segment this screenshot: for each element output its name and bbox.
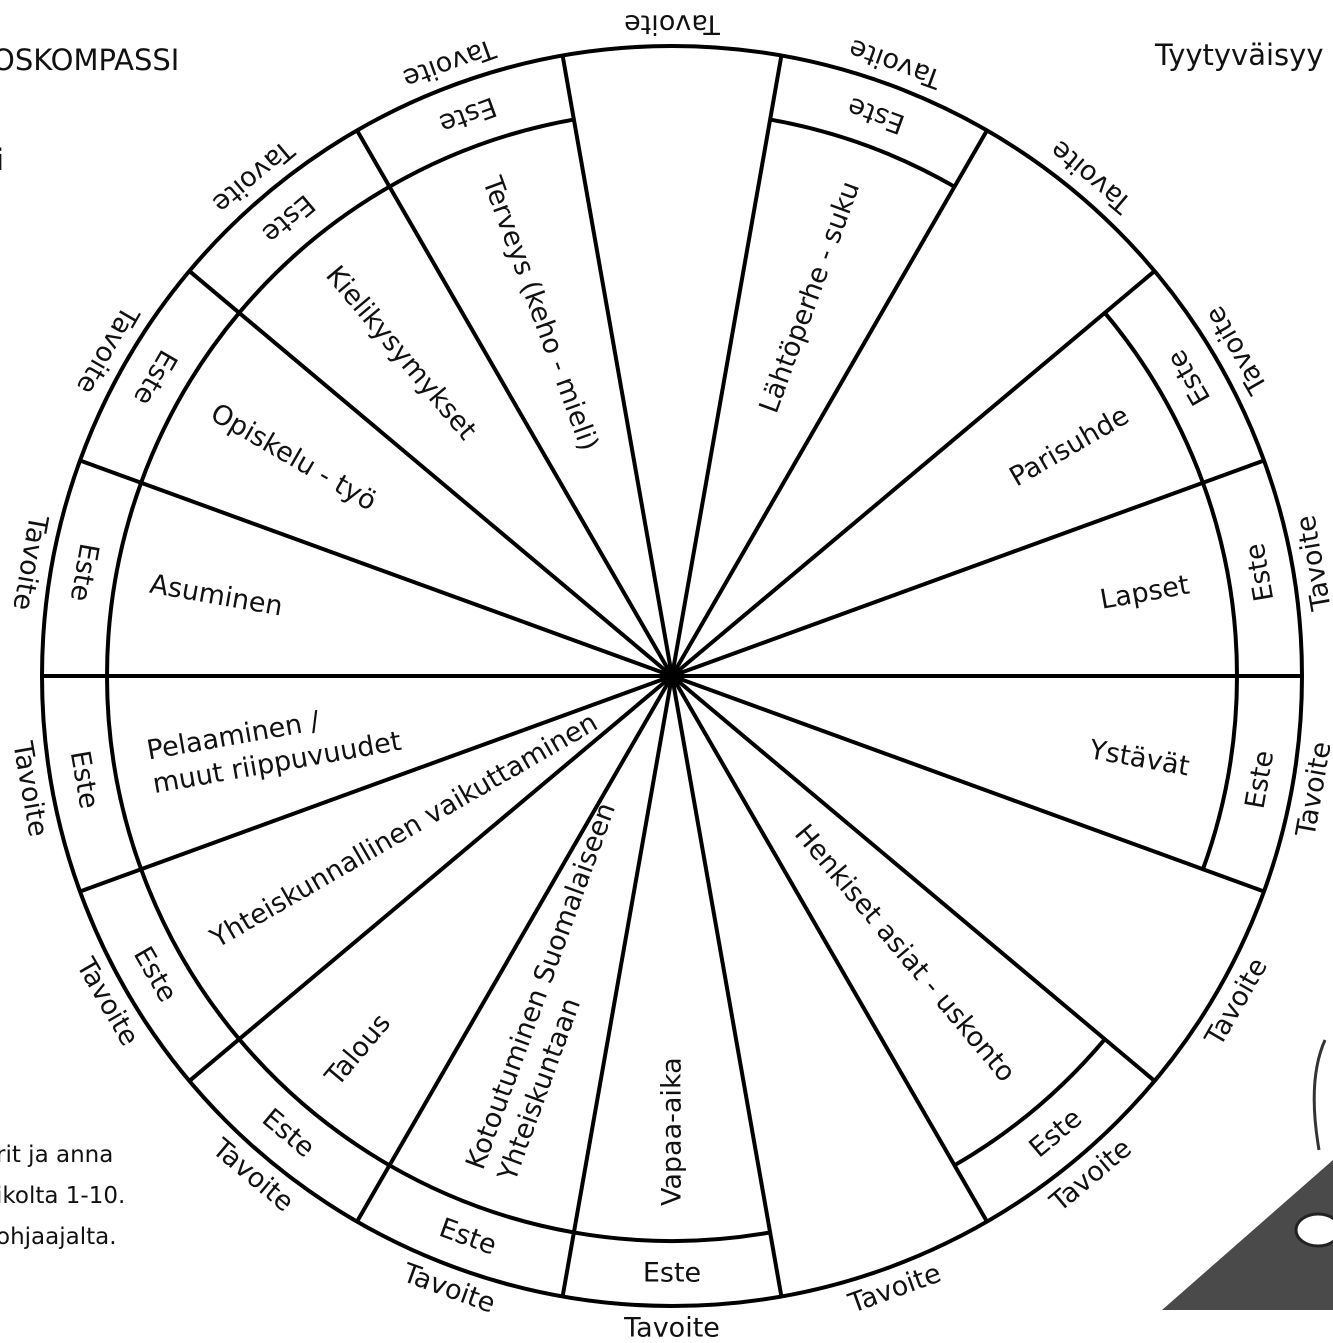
tavoite-label: Tavoite [624,9,721,40]
instruction: rit ja anna [0,1142,113,1168]
tavoite-label: Tavoite [623,1313,720,1343]
header-title: OSKOMPASSI [0,43,179,77]
instruction: ikolta 1-10. [0,1183,125,1209]
page: OSKOMPASSI i Tyytyväisyy rit ja anna iko… [0,0,1333,1343]
hub [665,669,679,683]
header-subtitle: i [0,143,4,177]
sector-label: Vapaa-aika [657,1057,688,1206]
instruction: ohjaajalta. [0,1224,117,1250]
este-label: Este [643,1258,701,1289]
compass: OSKOMPASSI i Tyytyväisyy rit ja anna iko… [0,0,1333,1343]
sector-label-line: Vapaa-aika [657,1057,688,1206]
right-title: Tyytyväisyy [1154,38,1323,72]
decoration [1296,1214,1333,1246]
